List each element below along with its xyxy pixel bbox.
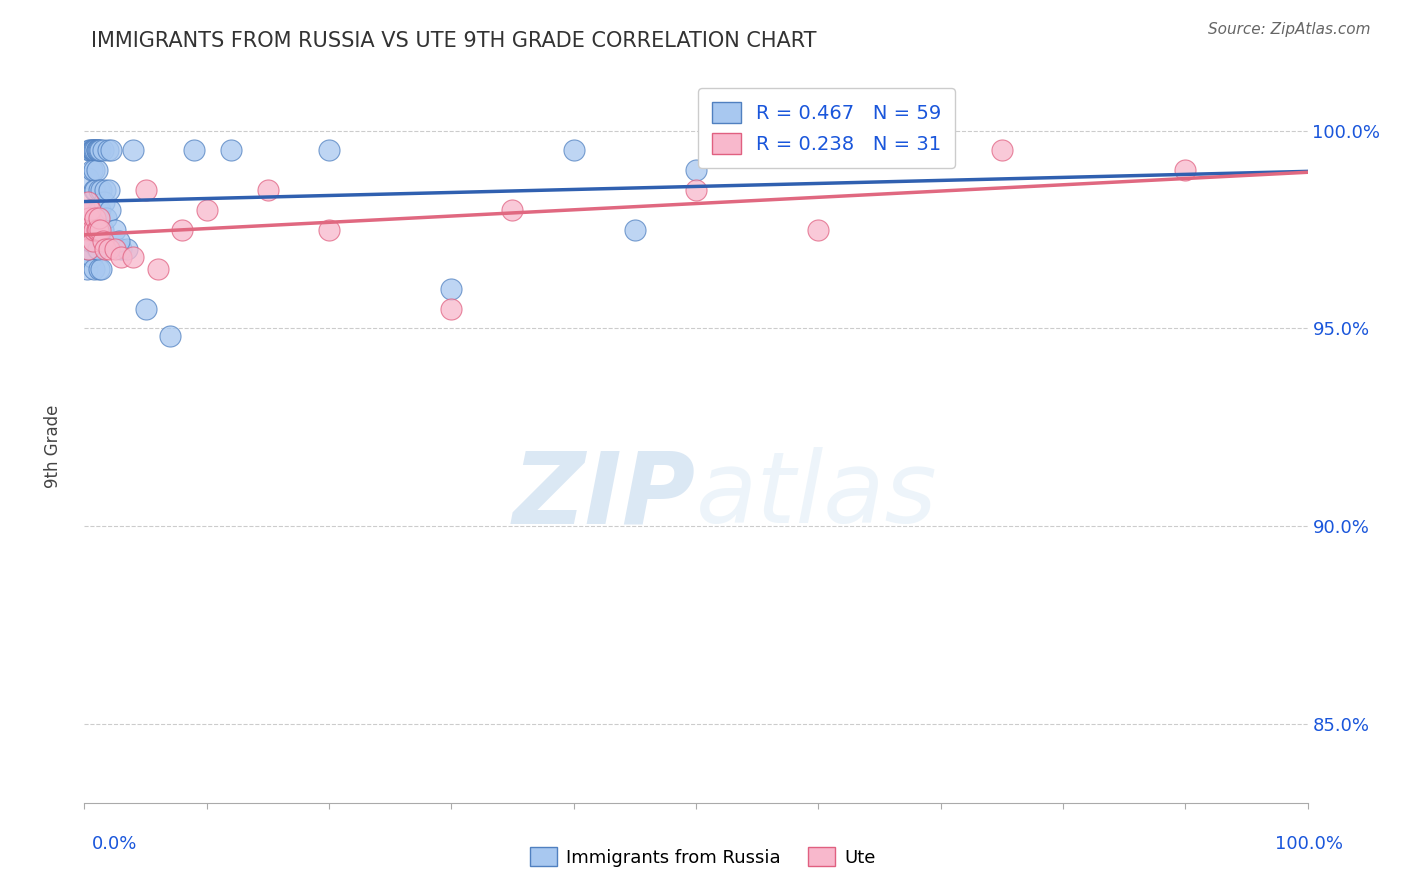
Text: 100.0%: 100.0% bbox=[1275, 835, 1343, 853]
Point bbox=[104, 242, 127, 256]
Point bbox=[502, 202, 524, 217]
Point bbox=[747, 144, 769, 158]
Point bbox=[98, 202, 121, 217]
Point bbox=[159, 329, 181, 343]
Point bbox=[94, 242, 117, 256]
Point bbox=[94, 183, 117, 197]
Point bbox=[87, 262, 110, 277]
Point bbox=[807, 222, 830, 236]
Point bbox=[82, 235, 104, 249]
Point bbox=[77, 211, 100, 225]
Point bbox=[83, 262, 105, 277]
Point bbox=[318, 144, 340, 158]
Point bbox=[89, 144, 111, 158]
Point bbox=[87, 183, 110, 197]
Point bbox=[84, 211, 107, 225]
Point bbox=[86, 144, 108, 158]
Point bbox=[90, 183, 112, 197]
Point bbox=[685, 183, 707, 197]
Point bbox=[84, 183, 107, 197]
Point bbox=[79, 235, 101, 249]
Point bbox=[87, 222, 110, 236]
Point bbox=[97, 242, 120, 256]
Point bbox=[440, 282, 463, 296]
Point bbox=[97, 183, 120, 197]
Point bbox=[83, 183, 105, 197]
Point bbox=[79, 202, 101, 217]
Point bbox=[79, 144, 101, 158]
Point bbox=[624, 222, 647, 236]
Point bbox=[83, 222, 105, 236]
Point bbox=[84, 222, 107, 236]
Text: IMMIGRANTS FROM RUSSIA VS UTE 9TH GRADE CORRELATION CHART: IMMIGRANTS FROM RUSSIA VS UTE 9TH GRADE … bbox=[91, 31, 817, 51]
Point bbox=[76, 222, 98, 236]
Point bbox=[82, 144, 104, 158]
Point bbox=[135, 183, 157, 197]
Point bbox=[83, 163, 105, 178]
Point bbox=[87, 202, 110, 217]
Point bbox=[84, 144, 107, 158]
Point bbox=[115, 242, 138, 256]
Point bbox=[80, 250, 103, 264]
Point bbox=[86, 163, 108, 178]
Point bbox=[89, 202, 111, 217]
Point bbox=[90, 262, 112, 277]
Point bbox=[991, 144, 1014, 158]
Point bbox=[100, 144, 122, 158]
Point bbox=[195, 202, 218, 217]
Text: 9th Grade: 9th Grade bbox=[45, 404, 62, 488]
Point bbox=[183, 144, 205, 158]
Point bbox=[77, 242, 100, 256]
Point bbox=[82, 144, 104, 158]
Point bbox=[77, 171, 100, 186]
Text: ZIP: ZIP bbox=[513, 447, 696, 544]
Point bbox=[110, 242, 132, 256]
Point bbox=[77, 144, 100, 158]
Point bbox=[110, 250, 132, 264]
Point bbox=[80, 144, 103, 158]
Point bbox=[122, 250, 145, 264]
Point bbox=[83, 144, 105, 158]
Point bbox=[86, 242, 108, 256]
Text: atlas: atlas bbox=[696, 447, 938, 544]
Legend: R = 0.467   N = 59, R = 0.238   N = 31: R = 0.467 N = 59, R = 0.238 N = 31 bbox=[699, 88, 955, 168]
Point bbox=[86, 222, 108, 236]
Point bbox=[562, 144, 585, 158]
Point bbox=[172, 222, 194, 236]
Point bbox=[77, 222, 100, 236]
Legend: Immigrants from Russia, Ute: Immigrants from Russia, Ute bbox=[523, 840, 883, 874]
Point bbox=[91, 235, 114, 249]
Point bbox=[77, 194, 100, 209]
Point bbox=[86, 144, 108, 158]
Point bbox=[1174, 163, 1197, 178]
Point bbox=[257, 183, 280, 197]
Point bbox=[87, 242, 110, 256]
Point bbox=[80, 222, 103, 236]
Point bbox=[685, 163, 707, 178]
Point bbox=[93, 194, 115, 209]
Point bbox=[80, 163, 103, 178]
Point bbox=[79, 202, 101, 217]
Point bbox=[89, 222, 111, 236]
Point bbox=[318, 222, 340, 236]
Point bbox=[96, 211, 118, 225]
Point bbox=[104, 222, 127, 236]
Point bbox=[91, 222, 114, 236]
Point bbox=[87, 144, 110, 158]
Point bbox=[76, 262, 98, 277]
Point bbox=[107, 235, 129, 249]
Point bbox=[77, 242, 100, 256]
Point bbox=[440, 301, 463, 316]
Text: 0.0%: 0.0% bbox=[91, 835, 136, 853]
Point bbox=[146, 262, 169, 277]
Point bbox=[219, 144, 242, 158]
Point bbox=[97, 144, 120, 158]
Point bbox=[135, 301, 157, 316]
Point bbox=[82, 222, 104, 236]
Point bbox=[122, 144, 145, 158]
Point bbox=[87, 211, 110, 225]
Text: Source: ZipAtlas.com: Source: ZipAtlas.com bbox=[1208, 22, 1371, 37]
Point bbox=[87, 144, 110, 158]
Point bbox=[91, 144, 114, 158]
